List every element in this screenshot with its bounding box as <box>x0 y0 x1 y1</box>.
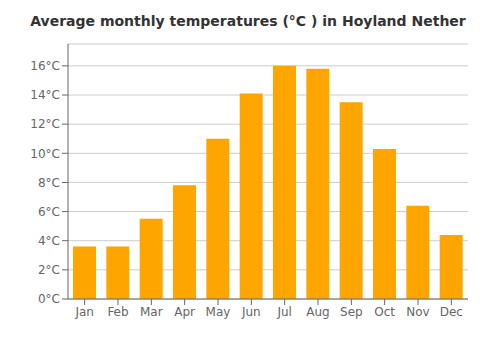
svg-text:Jul: Jul <box>276 305 291 319</box>
svg-text:8°C: 8°C <box>38 176 60 190</box>
svg-text:Oct: Oct <box>374 305 395 319</box>
svg-text:6°C: 6°C <box>38 205 60 219</box>
svg-text:12°C: 12°C <box>30 117 60 131</box>
svg-text:Sep: Sep <box>340 305 363 319</box>
svg-text:Nov: Nov <box>406 305 429 319</box>
svg-text:16°C: 16°C <box>30 59 60 73</box>
svg-text:May: May <box>206 305 231 319</box>
svg-text:14°C: 14°C <box>30 88 60 102</box>
svg-text:Apr: Apr <box>174 305 195 319</box>
html-text:Average monthly temperatures (: Average monthly temperatures (°C ) in Ho… <box>30 13 466 29</box>
svg-text:Feb: Feb <box>107 305 128 319</box>
svg-text:Jan: Jan <box>74 305 94 319</box>
svg-text:4°C: 4°C <box>38 234 60 248</box>
svg-text:2°C: 2°C <box>38 263 60 277</box>
svg-text:Mar: Mar <box>140 305 163 319</box>
svg-text:Aug: Aug <box>306 305 329 319</box>
svg-text:10°C: 10°C <box>30 147 60 161</box>
svg-text:Dec: Dec <box>440 305 463 319</box>
svg-text:Jun: Jun <box>241 305 261 319</box>
svg-text:0°C: 0°C <box>38 292 60 306</box>
